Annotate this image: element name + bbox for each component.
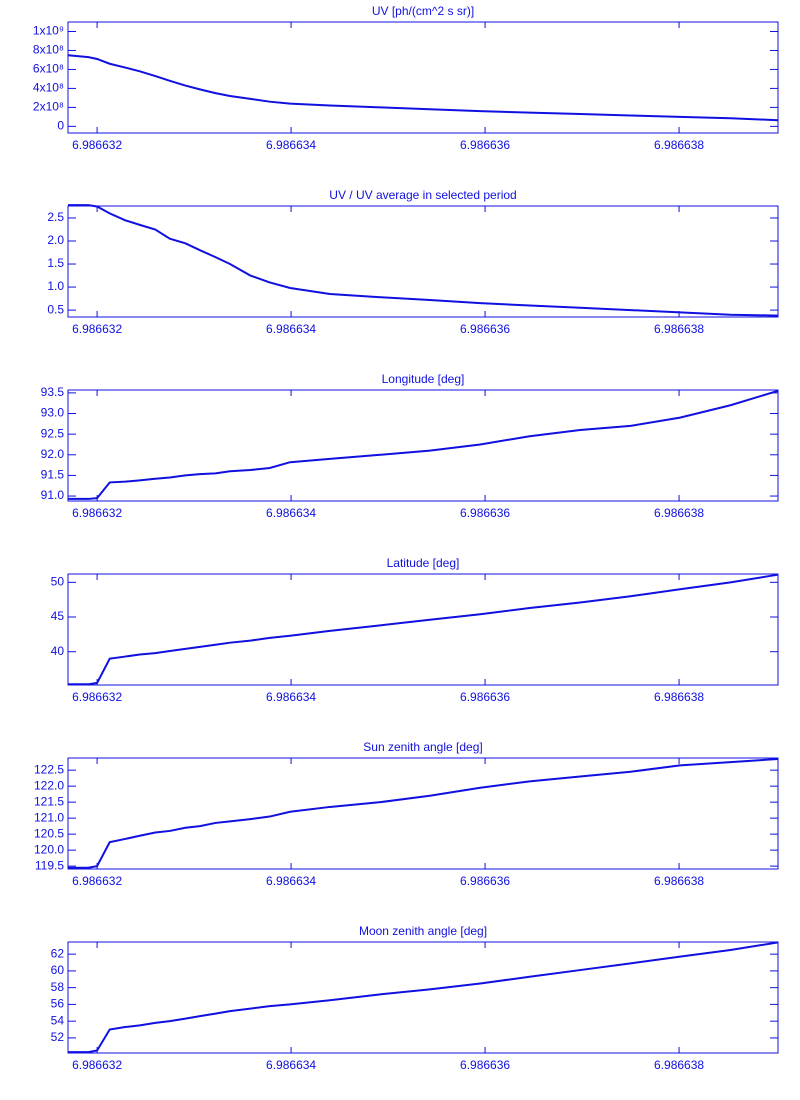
y-tick-label: 56 bbox=[51, 997, 65, 1011]
y-tick-label: 91.5 bbox=[41, 468, 65, 482]
y-tick-label: 121.0 bbox=[34, 810, 64, 824]
y-tick-label: 93.5 bbox=[41, 385, 65, 399]
x-tick-label: 6.986632 bbox=[72, 506, 122, 520]
y-tick-label: 2.5 bbox=[47, 210, 64, 224]
plot-frame bbox=[67, 205, 779, 318]
x-tick-label: 6.986638 bbox=[654, 1058, 704, 1072]
data-line bbox=[68, 573, 779, 686]
x-tick-label: 6.986634 bbox=[266, 874, 316, 888]
x-tick-label: 6.986632 bbox=[72, 690, 122, 704]
x-tick-label: 6.986632 bbox=[72, 874, 122, 888]
panel-title: UV / UV average in selected period bbox=[329, 188, 516, 202]
y-tick-label: 2x10⁸ bbox=[33, 100, 64, 114]
plot-frame bbox=[67, 941, 779, 1054]
data-line bbox=[68, 204, 779, 317]
y-tick-label: 120.0 bbox=[34, 842, 64, 856]
y-tick-label: 122.0 bbox=[34, 778, 64, 792]
y-tick-label: 0.5 bbox=[47, 302, 64, 316]
y-tick-label: 45 bbox=[51, 609, 65, 623]
x-tick-label: 6.986638 bbox=[654, 506, 704, 520]
panel-title: Longitude [deg] bbox=[382, 372, 465, 386]
y-tick-label: 62 bbox=[51, 946, 65, 960]
y-tick-label: 0 bbox=[57, 119, 64, 133]
y-tick-label: 93.0 bbox=[41, 406, 65, 420]
x-tick-label: 6.986632 bbox=[72, 322, 122, 336]
x-tick-label: 6.986632 bbox=[72, 1058, 122, 1072]
y-tick-label: 52 bbox=[51, 1030, 65, 1044]
x-tick-label: 6.986636 bbox=[460, 874, 510, 888]
x-tick-label: 6.986638 bbox=[654, 322, 704, 336]
data-line bbox=[68, 757, 779, 869]
x-tick-label: 6.986636 bbox=[460, 690, 510, 704]
panel-title: Moon zenith angle [deg] bbox=[359, 924, 487, 938]
y-tick-label: 54 bbox=[51, 1013, 65, 1027]
x-tick-label: 6.986634 bbox=[266, 506, 316, 520]
x-tick-label: 6.986632 bbox=[72, 138, 122, 152]
plot-frame bbox=[67, 21, 779, 134]
y-tick-label: 92.5 bbox=[41, 426, 65, 440]
y-tick-label: 4x10⁸ bbox=[33, 81, 64, 95]
data-line bbox=[68, 389, 779, 500]
plot-frame bbox=[67, 757, 779, 870]
x-tick-label: 6.986636 bbox=[460, 138, 510, 152]
panel-title: Sun zenith angle [deg] bbox=[363, 740, 482, 754]
y-tick-label: 92.0 bbox=[41, 447, 65, 461]
data-line bbox=[68, 941, 779, 1054]
y-tick-label: 121.5 bbox=[34, 794, 64, 808]
y-tick-label: 1.0 bbox=[47, 279, 64, 293]
plot-frame bbox=[67, 389, 779, 502]
y-tick-label: 50 bbox=[51, 574, 65, 588]
panel-title: Latitude [deg] bbox=[387, 556, 460, 570]
y-tick-label: 120.5 bbox=[34, 826, 64, 840]
plot-frame bbox=[67, 573, 779, 686]
y-tick-label: 91.0 bbox=[41, 488, 65, 502]
x-tick-label: 6.986638 bbox=[654, 874, 704, 888]
y-tick-label: 122.5 bbox=[34, 762, 64, 776]
x-tick-label: 6.986638 bbox=[654, 138, 704, 152]
x-tick-label: 6.986634 bbox=[266, 138, 316, 152]
y-tick-label: 1.5 bbox=[47, 256, 64, 270]
x-tick-label: 6.986634 bbox=[266, 690, 316, 704]
y-tick-label: 8x10⁸ bbox=[33, 43, 64, 57]
x-tick-label: 6.986634 bbox=[266, 1058, 316, 1072]
y-tick-label: 58 bbox=[51, 980, 65, 994]
data-line bbox=[67, 54, 779, 122]
y-tick-label: 2.0 bbox=[47, 233, 64, 247]
x-tick-label: 6.986636 bbox=[460, 322, 510, 336]
y-tick-label: 1x10⁹ bbox=[33, 24, 64, 38]
x-tick-label: 6.986636 bbox=[460, 506, 510, 520]
panel-title: UV [ph/(cm^2 s sr)] bbox=[372, 4, 474, 18]
y-tick-label: 40 bbox=[51, 644, 65, 658]
x-tick-label: 6.986634 bbox=[266, 322, 316, 336]
x-tick-label: 6.986638 bbox=[654, 690, 704, 704]
y-tick-label: 119.5 bbox=[35, 858, 64, 872]
x-tick-label: 6.986636 bbox=[460, 1058, 510, 1072]
y-tick-label: 60 bbox=[51, 963, 65, 977]
y-tick-label: 6x10⁸ bbox=[33, 62, 64, 76]
